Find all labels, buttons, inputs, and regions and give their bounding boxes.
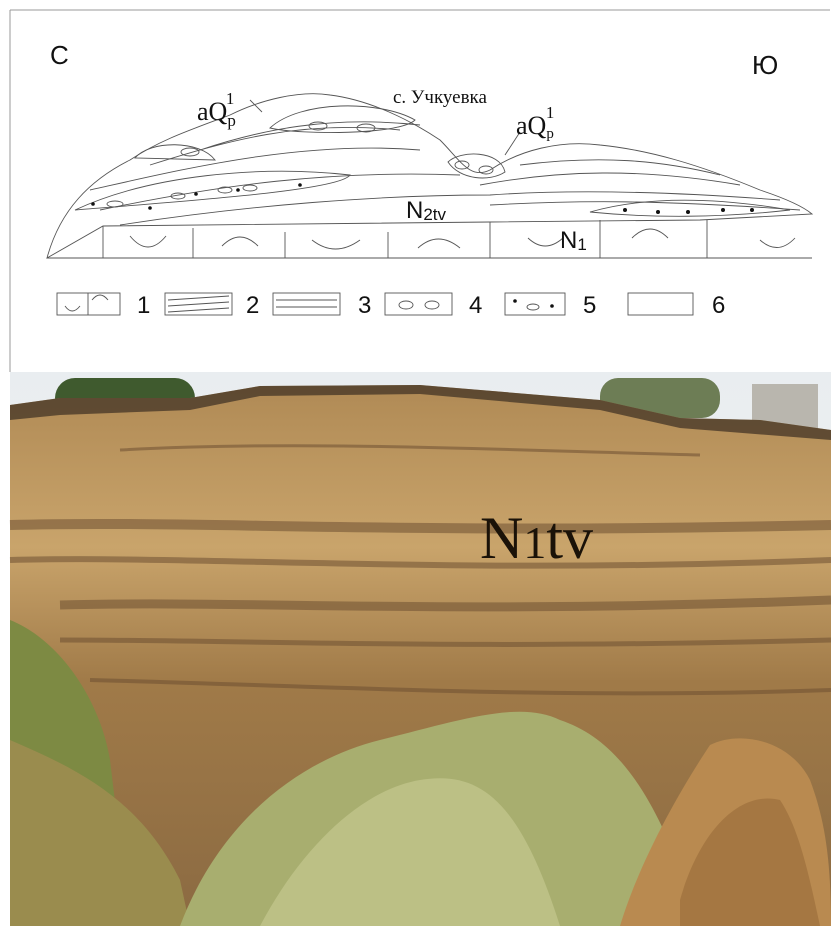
label-sup: 1 bbox=[226, 89, 235, 108]
label-sub: p bbox=[546, 126, 554, 142]
label-sub: 1 bbox=[523, 517, 546, 568]
formation-label: N2tv bbox=[406, 197, 447, 224]
direction-south: Ю bbox=[752, 50, 778, 80]
section-diagram: С Ю с. Учкуевка aQp1 aQp1 N2tv N1 bbox=[10, 10, 830, 372]
label-sub: p bbox=[227, 111, 236, 130]
label-base: aQ bbox=[516, 111, 547, 140]
label-base: N bbox=[406, 197, 423, 224]
legend-number: 3 bbox=[358, 292, 371, 319]
label-rest: tv bbox=[546, 505, 593, 571]
legend-number: 1 bbox=[137, 292, 150, 319]
label-sub: 2tv bbox=[423, 205, 446, 224]
label-base: N bbox=[560, 227, 577, 254]
n1-cells bbox=[103, 220, 795, 258]
legend-swatches bbox=[57, 293, 693, 315]
legend-number: 4 bbox=[469, 292, 482, 319]
label-base: aQ bbox=[197, 97, 228, 126]
label-sub: 1 bbox=[577, 235, 586, 254]
label-sup: 1 bbox=[546, 103, 555, 122]
formation-label: aQp 1 bbox=[197, 89, 236, 130]
label-base: N bbox=[480, 505, 523, 571]
legend-number: 6 bbox=[712, 292, 725, 319]
formation-label: N1 bbox=[560, 227, 587, 254]
legend-number: 5 bbox=[583, 292, 596, 319]
formation-label: aQp 1 bbox=[516, 103, 554, 142]
village-label: с. Учкуевка bbox=[393, 87, 488, 108]
legend-number: 2 bbox=[246, 292, 259, 319]
formation bbox=[47, 94, 812, 258]
page: {"diagram": { "directions": {"north": "С… bbox=[0, 0, 831, 926]
outcrop-photo: N1tv bbox=[10, 372, 831, 926]
direction-north: С bbox=[50, 40, 69, 70]
figure: С Ю с. Учкуевка aQp1 aQp1 N2tv N1 bbox=[0, 0, 831, 926]
